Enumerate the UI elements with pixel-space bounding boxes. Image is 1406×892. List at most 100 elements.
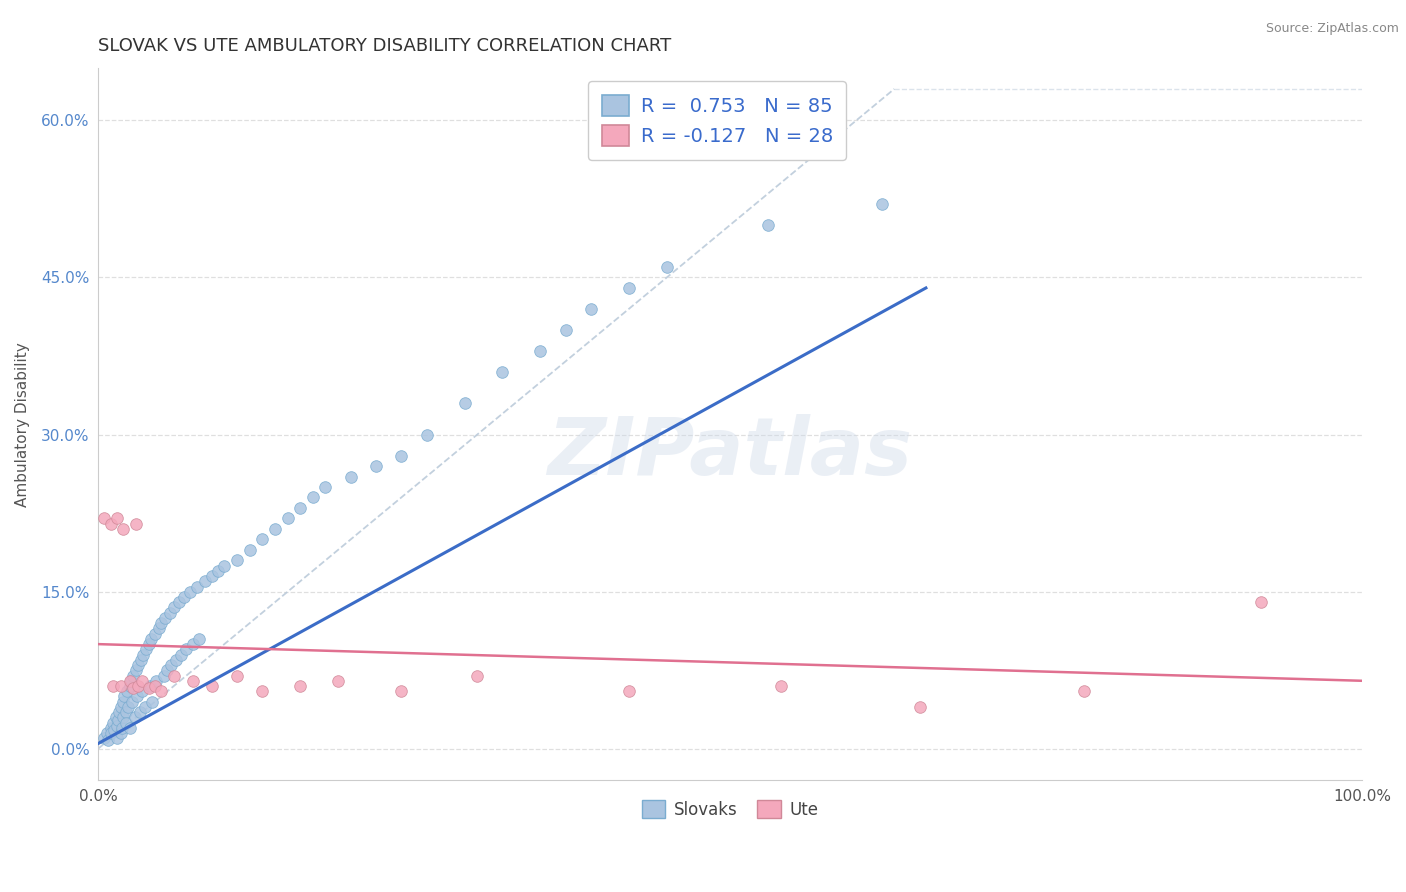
Point (112, 695, 135, 709)
Point (167, 595, 190, 609)
Y-axis label: Ambulatory Disability: Ambulatory Disability (15, 342, 30, 507)
Point (122, 668, 145, 682)
Point (139, 632, 162, 646)
Point (128, 705, 150, 719)
Point (132, 648, 155, 662)
Point (326, 673, 349, 688)
Text: Source: ZipAtlas.com: Source: ZipAtlas.com (1265, 22, 1399, 36)
Point (453, 396, 475, 410)
Point (110, 726, 132, 740)
Point (201, 679, 224, 693)
Point (100, 726, 122, 740)
Point (93, 511, 115, 525)
Point (124, 710, 146, 724)
Point (127, 679, 149, 693)
Point (141, 695, 163, 709)
Point (120, 673, 142, 688)
Point (152, 668, 174, 682)
Point (114, 715, 136, 730)
Point (131, 684, 153, 698)
Point (153, 611, 176, 625)
Point (226, 553, 249, 567)
Point (207, 564, 229, 578)
Point (156, 663, 179, 677)
Point (127, 690, 149, 704)
Point (150, 684, 173, 698)
Point (138, 681, 160, 695)
Point (160, 658, 183, 673)
Point (101, 679, 124, 693)
Point (159, 606, 181, 620)
Point (129, 653, 152, 667)
Point (181, 673, 204, 688)
Legend: Slovaks, Ute: Slovaks, Ute (636, 793, 825, 825)
Point (290, 679, 312, 693)
Point (617, 281, 640, 295)
Point (176, 642, 198, 657)
Point (125, 663, 148, 677)
Point (252, 684, 274, 698)
Point (188, 632, 211, 646)
Point (104, 710, 127, 724)
Point (108, 705, 131, 719)
Point (105, 511, 128, 525)
Point (194, 574, 217, 589)
Point (870, 197, 893, 211)
Point (201, 569, 224, 583)
Point (114, 690, 136, 704)
Point (415, 427, 437, 442)
Text: SLOVAK VS UTE AMBULATORY DISABILITY CORRELATION CHART: SLOVAK VS UTE AMBULATORY DISABILITY CORR… (98, 37, 671, 55)
Point (170, 648, 193, 662)
Point (389, 684, 412, 698)
Point (165, 653, 187, 667)
Point (138, 637, 160, 651)
Point (127, 658, 149, 673)
Point (339, 469, 361, 483)
Point (769, 679, 792, 693)
Point (173, 590, 195, 604)
Point (214, 558, 236, 573)
Point (117, 700, 139, 714)
Point (118, 673, 141, 688)
Point (465, 668, 488, 682)
Point (314, 480, 336, 494)
Point (114, 705, 136, 719)
Point (264, 522, 287, 536)
Point (389, 449, 412, 463)
Point (290, 500, 312, 515)
Point (93, 731, 115, 746)
Point (655, 260, 678, 274)
Point (122, 681, 145, 695)
Point (491, 365, 513, 379)
Point (181, 637, 204, 651)
Point (107, 713, 129, 727)
Point (101, 715, 124, 730)
Point (617, 684, 640, 698)
Point (112, 522, 135, 536)
Point (163, 668, 186, 682)
Point (148, 621, 170, 635)
Point (97, 733, 120, 747)
Point (143, 679, 166, 693)
Point (121, 695, 143, 709)
Point (239, 542, 262, 557)
Point (301, 491, 323, 505)
Point (118, 679, 141, 693)
Point (139, 679, 162, 693)
Point (364, 458, 387, 473)
Point (96, 726, 118, 740)
Point (118, 721, 141, 735)
Point (150, 616, 173, 631)
Point (103, 723, 125, 737)
Point (554, 323, 576, 337)
Point (529, 343, 551, 358)
Point (908, 700, 931, 714)
Point (1250, 595, 1272, 609)
Point (135, 642, 157, 657)
Point (131, 673, 153, 688)
Point (179, 584, 201, 599)
Point (226, 668, 249, 682)
Point (186, 580, 208, 594)
Point (105, 731, 128, 746)
Point (143, 626, 166, 640)
